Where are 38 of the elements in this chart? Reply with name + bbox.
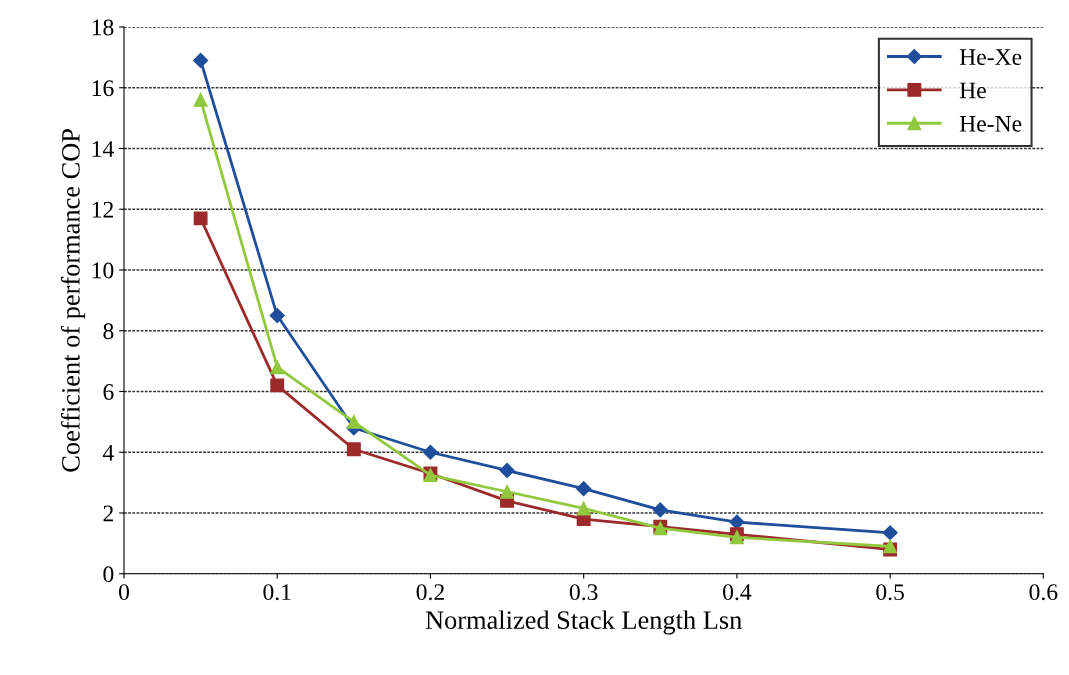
point xyxy=(500,484,515,499)
y-tick-label: 10 xyxy=(92,262,114,279)
point xyxy=(270,378,285,393)
legend-label: He-Ne xyxy=(959,116,1022,132)
point xyxy=(193,92,208,107)
y-tick-label: 8 xyxy=(103,323,114,340)
x-axis-title: Normalized Stack Length Lsn xyxy=(425,610,742,635)
x-tick-label: 0.6 xyxy=(1029,584,1058,601)
y-tick-label: 16 xyxy=(92,80,114,97)
x-tick-label: 0.1 xyxy=(263,584,291,601)
point xyxy=(652,502,668,518)
point xyxy=(346,442,361,457)
x-tick-label: 0.4 xyxy=(723,584,752,601)
y-tick-label: 12 xyxy=(92,201,113,218)
point xyxy=(269,307,285,324)
y-axis-title: Coefficient of performance COP xyxy=(60,129,86,472)
y-tick-label: 14 xyxy=(92,141,114,157)
x-tick-label: 0.5 xyxy=(876,584,904,601)
y-tick-label: 6 xyxy=(103,384,114,400)
point xyxy=(193,211,208,226)
point xyxy=(499,462,515,479)
point xyxy=(576,481,592,497)
point xyxy=(346,414,361,429)
x-tick-label: 0.3 xyxy=(569,584,598,601)
y-tick-label: 0 xyxy=(103,566,114,583)
x-tick-label: 0.2 xyxy=(416,584,444,601)
legend-label: He-Xe xyxy=(959,49,1022,66)
point xyxy=(576,501,591,516)
point xyxy=(193,52,209,68)
point xyxy=(270,360,285,375)
y-tick-label: 18 xyxy=(92,19,114,36)
point xyxy=(422,444,439,460)
x-tick-label: 0 xyxy=(119,584,130,601)
legend-label: He xyxy=(959,82,986,99)
point xyxy=(882,525,898,541)
y-tick-label: 4 xyxy=(102,444,114,461)
point xyxy=(729,514,745,530)
y-tick-label: 2 xyxy=(103,505,113,522)
